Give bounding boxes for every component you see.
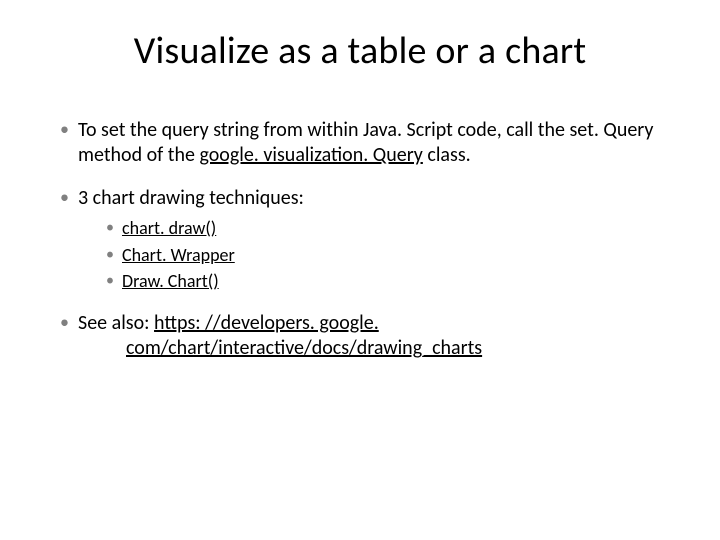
slide-title: Visualize as a table or a chart bbox=[50, 28, 670, 74]
chart-draw-link[interactable]: chart. draw() bbox=[122, 217, 216, 239]
bullet-1-text-post: class. bbox=[423, 143, 471, 167]
draw-chart-link[interactable]: Draw. Chart() bbox=[122, 270, 219, 292]
bullet-item-2: 3 chart drawing techniques: chart. draw(… bbox=[60, 186, 670, 293]
sub-bullet-2: Chart. Wrapper bbox=[106, 244, 670, 267]
bullet-2-text: 3 chart drawing techniques: bbox=[78, 186, 304, 210]
slide: Visualize as a table or a chart To set t… bbox=[0, 0, 720, 540]
chart-wrapper-link[interactable]: Chart. Wrapper bbox=[122, 244, 235, 266]
docs-url-link[interactable]: https: //developers. google. com/chart/i… bbox=[126, 311, 482, 360]
bullet-list: To set the query string from within Java… bbox=[50, 118, 670, 361]
bullet-item-3: See also: https: //developers. google. c… bbox=[60, 311, 670, 361]
sub-bullet-3: Draw. Chart() bbox=[106, 270, 670, 293]
sub-bullet-1: chart. draw() bbox=[106, 217, 670, 240]
sub-bullet-list: chart. draw() Chart. Wrapper Draw. Chart… bbox=[78, 217, 670, 293]
see-also-block: See also: https: //developers. google. c… bbox=[78, 311, 670, 361]
bullet-item-1: To set the query string from within Java… bbox=[60, 118, 670, 168]
query-class-link[interactable]: google. visualization. Query bbox=[199, 143, 422, 167]
see-also-label: See also: bbox=[78, 311, 154, 335]
